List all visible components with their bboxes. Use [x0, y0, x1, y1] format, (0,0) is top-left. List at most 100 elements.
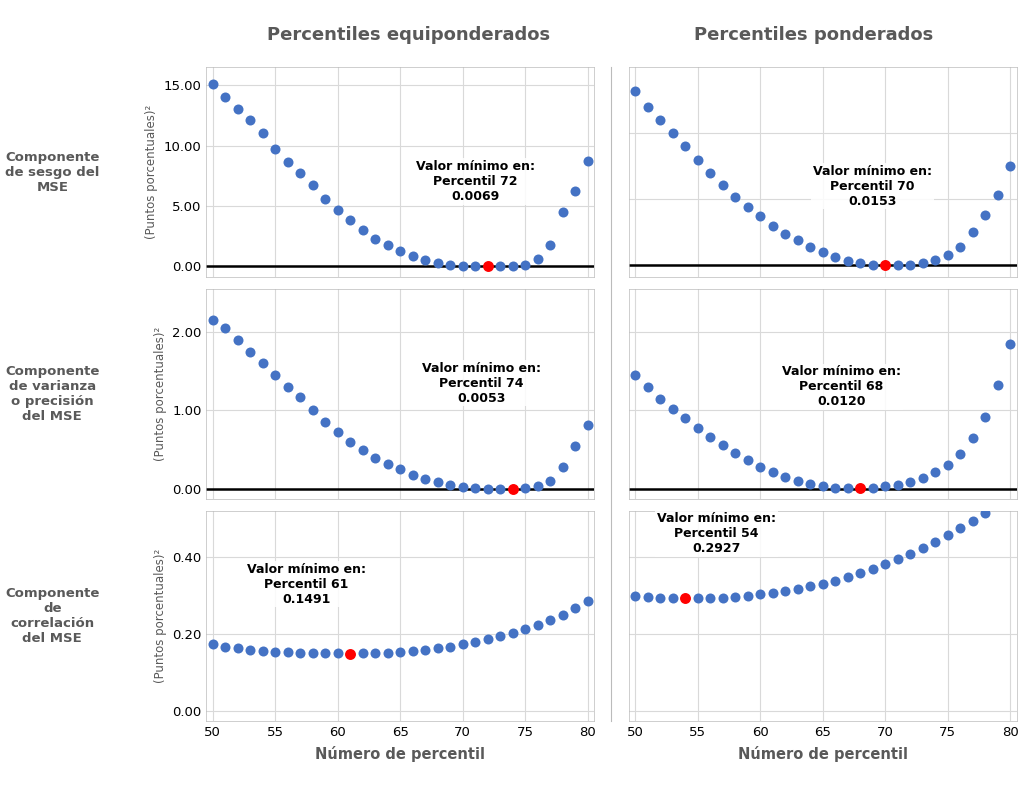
Point [241, 113, 258, 126]
Point [505, 626, 521, 639]
Point [952, 240, 968, 253]
Point [529, 253, 546, 266]
Point [740, 589, 756, 602]
Point [255, 127, 271, 139]
Point [977, 507, 994, 520]
X-axis label: Número de percentil: Número de percentil [315, 745, 485, 762]
Point [317, 192, 333, 205]
Text: Componente
de varianza
o precisión
del MSE: Componente de varianza o precisión del M… [5, 365, 99, 423]
Point [517, 623, 534, 635]
Point [665, 592, 681, 604]
Y-axis label: (Puntos porcentuales)²: (Puntos porcentuales)² [146, 105, 158, 240]
Point [204, 77, 221, 90]
Point [839, 571, 856, 583]
Point [752, 588, 769, 600]
Point [990, 499, 1006, 511]
Point [304, 647, 321, 660]
Point [652, 113, 669, 126]
Point [580, 155, 596, 168]
Point [702, 431, 718, 444]
Point [727, 447, 743, 459]
Y-axis label: (Puntos porcentuales)²: (Puntos porcentuales)² [154, 327, 166, 461]
Point [640, 100, 656, 113]
Point [665, 403, 681, 415]
Point [965, 432, 981, 444]
Point [652, 592, 669, 604]
Point [865, 563, 881, 575]
Text: Valor mínimo en:
Percentil 61
0.1491: Valor mínimo en: Percentil 61 0.1491 [247, 563, 366, 605]
Point [852, 567, 869, 579]
Point [814, 480, 831, 492]
Text: Componente
de
correlación
del MSE: Componente de correlación del MSE [5, 587, 99, 645]
Point [1002, 160, 1019, 173]
Point [529, 619, 546, 631]
Point [405, 645, 421, 657]
Point [280, 156, 296, 169]
Point [492, 482, 509, 495]
Point [802, 478, 818, 490]
Point [802, 240, 818, 253]
Point [329, 426, 346, 439]
Point [267, 143, 284, 155]
Point [852, 257, 869, 269]
Point [480, 633, 496, 645]
Point [714, 439, 731, 452]
Point [217, 322, 233, 334]
Point [626, 589, 643, 602]
Point [914, 542, 931, 555]
Point [241, 345, 258, 358]
Text: Valor mínimo en:
Percentil 72
0.0069: Valor mínimo en: Percentil 72 0.0069 [416, 160, 535, 203]
Point [454, 638, 471, 651]
Point [777, 471, 794, 484]
Text: Componente
de sesgo del
MSE: Componente de sesgo del MSE [5, 151, 99, 194]
Point [492, 260, 509, 273]
Point [542, 238, 558, 251]
Point [740, 201, 756, 214]
Point [505, 260, 521, 273]
Point [417, 643, 433, 656]
Point [714, 178, 731, 191]
Point [665, 127, 681, 139]
Text: Valor mínimo en:
Percentil 54
0.2927: Valor mínimo en: Percentil 54 0.2927 [657, 512, 776, 556]
Point [640, 591, 656, 604]
Point [280, 381, 296, 393]
Point [789, 234, 806, 247]
Point [267, 369, 284, 381]
Point [267, 645, 284, 658]
Point [466, 481, 483, 494]
Point [255, 357, 271, 370]
Point [765, 586, 781, 599]
Text: Valor mínimo en:
Percentil 70
0.0153: Valor mínimo en: Percentil 70 0.0153 [813, 165, 932, 207]
Point [229, 333, 246, 346]
X-axis label: Número de percentil: Número de percentil [738, 745, 908, 762]
Point [990, 379, 1006, 392]
Point [765, 466, 781, 479]
Point [367, 647, 384, 660]
Point [304, 404, 321, 417]
Point [1002, 337, 1019, 350]
Point [765, 219, 781, 232]
Point [626, 369, 643, 381]
Point [714, 591, 731, 604]
Point [852, 481, 869, 494]
Point [990, 189, 1006, 202]
Point [317, 647, 333, 660]
Point [380, 458, 396, 470]
Point [839, 482, 856, 495]
Point [927, 466, 943, 479]
Point [814, 246, 831, 258]
Point [554, 206, 571, 218]
Text: Valor mínimo en:
Percentil 68
0.0120: Valor mínimo en: Percentil 68 0.0120 [782, 366, 901, 408]
Point [567, 602, 583, 615]
Point [777, 585, 794, 597]
Y-axis label: (Puntos porcentuales)²: (Puntos porcentuales)² [154, 548, 166, 683]
Point [927, 254, 943, 266]
Point [517, 481, 534, 494]
Point [827, 481, 843, 494]
Point [702, 166, 718, 179]
Point [839, 255, 856, 267]
Point [517, 258, 534, 271]
Point [542, 614, 558, 626]
Point [392, 645, 409, 658]
Point [417, 254, 433, 266]
